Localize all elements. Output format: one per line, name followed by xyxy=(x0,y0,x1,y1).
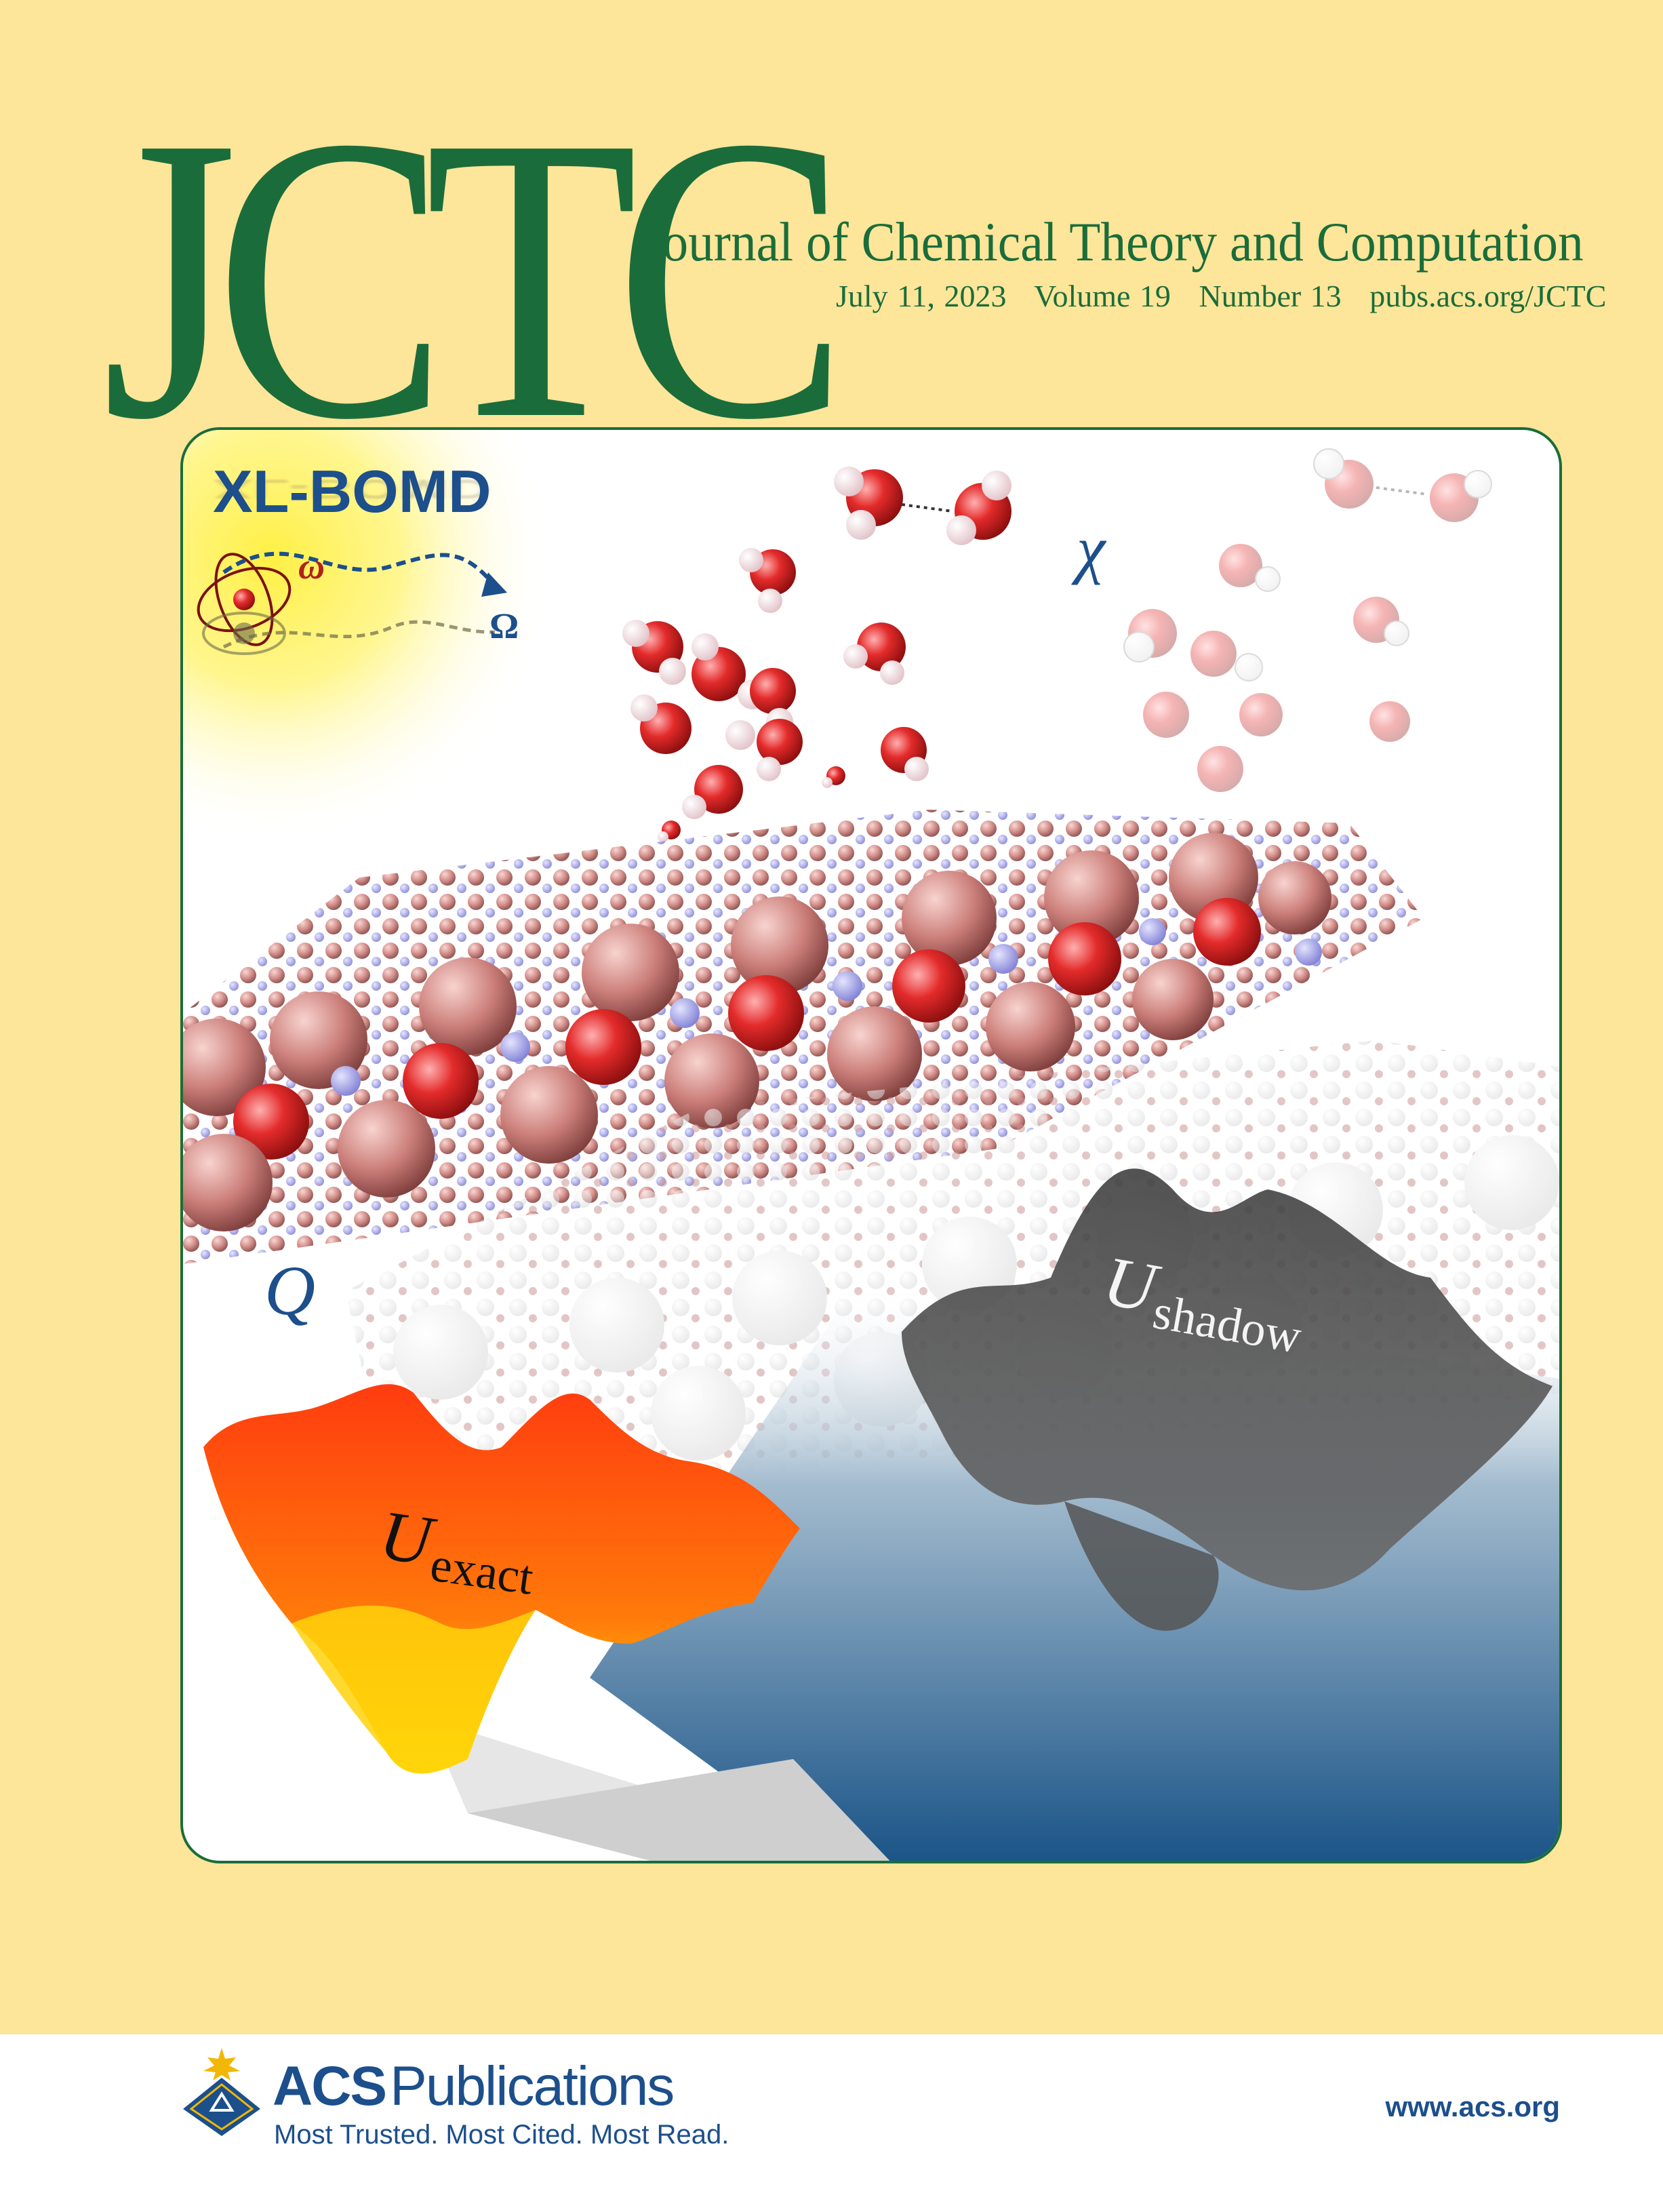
material-slab xyxy=(183,810,1424,1264)
issue-date: July 11, 2023 xyxy=(836,279,1007,313)
chi-label: χ xyxy=(1077,513,1106,585)
shadow-surface xyxy=(902,1168,1552,1631)
journal-url[interactable]: pubs.acs.org/JCTC xyxy=(1369,279,1607,313)
water-molecules xyxy=(622,467,1011,842)
ghost-water-molecules xyxy=(1123,448,1492,792)
cover-art: XL-BOMD XL-BOMD ω Ω χ Q Uexact Ushadow xyxy=(180,427,1562,1863)
yellow-glow xyxy=(183,430,556,844)
u-exact-symbol: U xyxy=(375,1495,437,1581)
journal-title: Journal of Chemical Theory and Computati… xyxy=(643,211,1584,273)
omega-big-label: Ω xyxy=(489,606,519,646)
publisher-name-rest: Publications xyxy=(390,2055,675,2117)
footer xyxy=(0,2034,1663,2212)
issue-volume: Volume 19 xyxy=(1034,279,1171,313)
issue-number: Number 13 xyxy=(1199,279,1342,313)
orbit-icon xyxy=(197,551,507,655)
acs-logo-icon[interactable] xyxy=(178,2042,266,2137)
acs-website-link[interactable]: www.acs.org xyxy=(1385,2091,1560,2122)
method-label: XL-BOMD xyxy=(213,458,492,525)
publisher-name-bold: ACS xyxy=(273,2055,387,2117)
omega-small-label: ω xyxy=(298,546,325,587)
q-label: Q xyxy=(264,1252,316,1330)
exact-surface xyxy=(203,1384,800,1774)
publisher-tagline: Most Trusted. Most Cited. Most Read. xyxy=(274,2120,729,2150)
cover-illustration xyxy=(183,430,1559,1861)
masthead: JCTC Journal of Chemical Theory and Comp… xyxy=(0,0,1663,481)
issue-info: July 11, 2023 Volume 19 Number 13 pubs.a… xyxy=(836,278,1606,314)
publisher-name: ACSPublications xyxy=(273,2055,675,2118)
journal-logo: JCTC xyxy=(102,52,848,503)
